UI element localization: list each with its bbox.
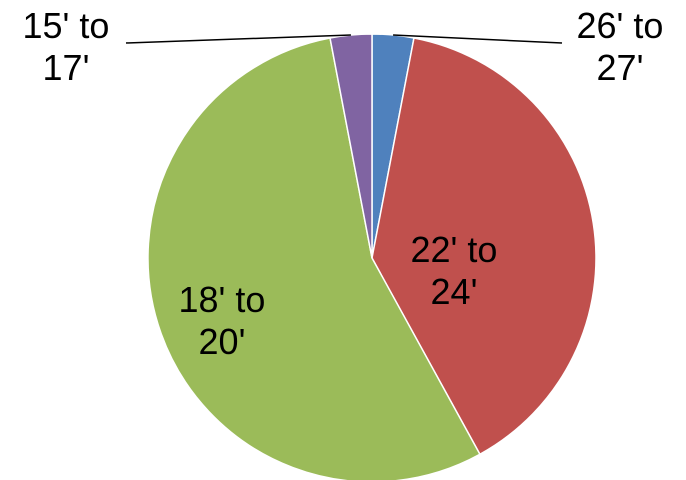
slice-label-line: 27' <box>597 47 644 88</box>
slice-label-2: 22' to 24' <box>411 229 498 312</box>
slice-label-line: 17' <box>43 47 90 88</box>
leader-line-1 <box>393 34 563 44</box>
leader-lines <box>125 34 563 44</box>
pie-slice-3 <box>147 37 481 480</box>
slice-label-4: 15' to 17' <box>23 5 110 88</box>
slice-label-line: 18' to <box>179 279 266 320</box>
slice-labels: 26' to 27' 22' to 24' 18' to 20' 15' to 17' <box>23 5 664 362</box>
slice-label-1: 26' to 27' <box>577 5 664 88</box>
slice-label-line: 24' <box>431 271 478 312</box>
slice-label-line: 15' to <box>23 5 110 46</box>
pie-slices <box>147 33 597 480</box>
slice-label-line: 20' <box>199 321 246 362</box>
pie-slice-4 <box>329 33 373 259</box>
slice-label-3: 18' to 20' <box>179 279 266 362</box>
pie-slice-2 <box>371 37 597 456</box>
leader-line-4 <box>125 34 351 44</box>
slice-label-line: 22' to <box>411 229 498 270</box>
slice-label-line: 26' to <box>577 5 664 46</box>
